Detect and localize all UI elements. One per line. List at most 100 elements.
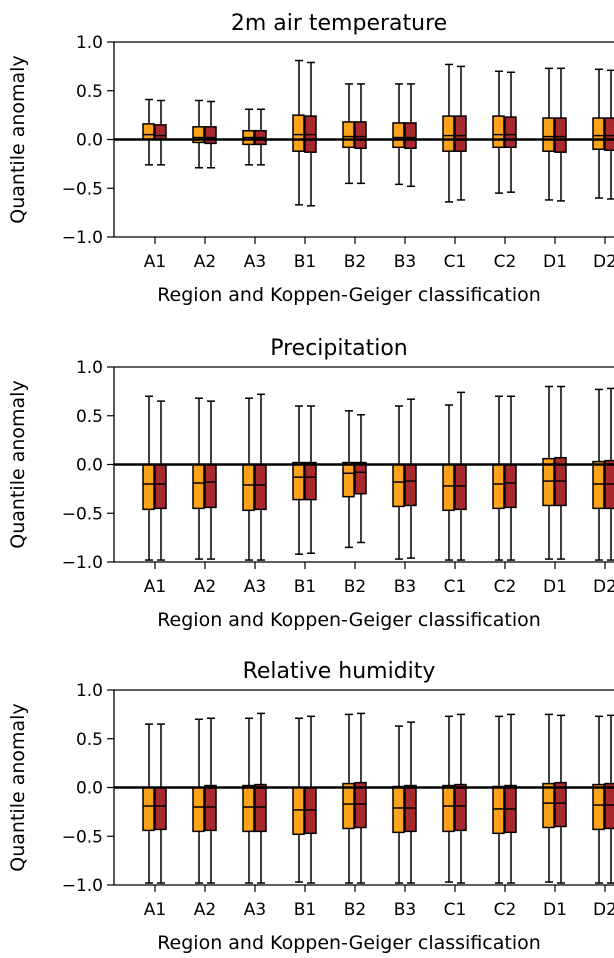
- box-A3-series-2: [254, 393, 267, 561]
- box-C1-series-1: [442, 63, 455, 203]
- x-tick-label: B3: [394, 577, 416, 597]
- box-body: [242, 463, 255, 512]
- box-body: [154, 124, 167, 141]
- box-B3-series-2: [404, 721, 417, 884]
- box-body: [254, 783, 267, 833]
- x-tick-label: B1: [294, 577, 316, 597]
- box-C2-series-2: [504, 71, 517, 193]
- box-body: [442, 463, 455, 512]
- box-B1-series-1: [292, 405, 305, 555]
- box-B1-series-1: [292, 717, 305, 883]
- box-D2-series-1: [592, 68, 605, 199]
- box-C1-series-1: [442, 715, 455, 883]
- box-body: [392, 122, 405, 149]
- y-tick-label: 1.0: [76, 33, 103, 53]
- x-tick-label: B3: [394, 900, 416, 920]
- x-axis-label: Region and Koppen-Geiger classification: [157, 609, 541, 631]
- box-B2-series-2: [354, 712, 367, 884]
- x-tick-label: D2: [593, 900, 614, 920]
- y-tick-label: −0.5: [62, 179, 103, 199]
- box-B3-series-1: [392, 83, 405, 186]
- box-C1-series-2: [454, 713, 467, 884]
- box-body: [304, 461, 317, 501]
- x-tick-label: C1: [444, 577, 467, 597]
- y-tick-label: −0.5: [62, 827, 103, 847]
- box-A3-series-1: [242, 397, 255, 561]
- box-body: [204, 126, 217, 145]
- box-body: [354, 461, 367, 495]
- box-body: [592, 783, 605, 831]
- box-body: [292, 461, 305, 501]
- box-D2-series-2: [604, 387, 614, 561]
- box-body: [492, 785, 505, 835]
- box-C1-series-2: [454, 391, 467, 561]
- box-A2-series-1: [192, 397, 205, 560]
- box-B1-series-2: [304, 405, 317, 554]
- box-C2-series-1: [492, 70, 505, 194]
- box-D1-series-2: [554, 67, 567, 202]
- x-tick-label: A1: [144, 900, 166, 920]
- x-tick-label: C2: [494, 252, 517, 272]
- box-A3-series-1: [242, 108, 255, 166]
- box-body: [204, 463, 217, 509]
- y-tick-label: 0.5: [76, 407, 103, 427]
- box-body: [192, 126, 205, 144]
- box-body: [604, 782, 614, 830]
- box-body: [454, 463, 467, 511]
- box-A1-series-2: [154, 99, 167, 166]
- box-body: [554, 781, 567, 828]
- y-tick-label: 0.0: [76, 131, 103, 151]
- box-B1-series-2: [304, 715, 317, 884]
- box-B2-series-1: [342, 713, 355, 884]
- box-C2-series-2: [504, 713, 517, 884]
- box-body: [542, 117, 555, 152]
- box-B3-series-2: [404, 83, 417, 188]
- box-body: [342, 121, 355, 149]
- x-axis-label: Region and Koppen-Geiger classification: [157, 284, 541, 306]
- box-B1-series-2: [304, 61, 317, 207]
- box-body: [504, 116, 517, 149]
- box-body: [554, 117, 567, 153]
- box-body: [404, 122, 417, 150]
- box-A3-series-1: [242, 717, 255, 884]
- x-tick-label: D1: [543, 900, 567, 920]
- box-body: [292, 114, 305, 152]
- x-tick-label: A1: [144, 577, 166, 597]
- x-tick-label: D2: [593, 252, 614, 272]
- box-A1-series-1: [142, 98, 155, 166]
- x-tick-label: C1: [444, 252, 467, 272]
- y-tick-label: −1.0: [62, 553, 103, 573]
- box-body: [442, 784, 455, 833]
- box-A1-series-1: [142, 395, 155, 561]
- box-body: [442, 115, 455, 152]
- y-axis-label: Quantile anomaly: [7, 55, 29, 223]
- box-D1-series-1: [542, 713, 555, 883]
- box-body: [592, 460, 605, 510]
- y-tick-label: −1.0: [62, 876, 103, 896]
- box-B2-series-1: [342, 83, 355, 185]
- box-D1-series-1: [542, 385, 555, 560]
- box-C2-series-1: [492, 395, 505, 561]
- box-D1-series-1: [542, 67, 555, 201]
- x-tick-label: D1: [543, 252, 567, 272]
- box-C1-series-2: [454, 65, 467, 201]
- x-tick-label: B1: [294, 252, 316, 272]
- x-tick-label: A1: [144, 252, 166, 272]
- box-A3-series-2: [254, 108, 267, 166]
- box-body: [254, 463, 267, 511]
- box-A2-series-2: [204, 400, 217, 560]
- box-body: [142, 123, 155, 141]
- chart-title: Relative humidity: [243, 659, 436, 684]
- box-A2-series-1: [192, 99, 205, 169]
- box-D1-series-2: [554, 385, 567, 560]
- box-B2-series-1: [342, 410, 355, 549]
- box-B1-series-1: [292, 59, 305, 206]
- box-C2-series-1: [492, 715, 505, 884]
- box-body: [342, 782, 355, 830]
- x-tick-label: A3: [244, 900, 266, 920]
- box-body: [392, 785, 405, 834]
- box-D2-series-2: [604, 69, 614, 200]
- y-tick-label: −1.0: [62, 228, 103, 248]
- x-tick-label: A2: [194, 900, 216, 920]
